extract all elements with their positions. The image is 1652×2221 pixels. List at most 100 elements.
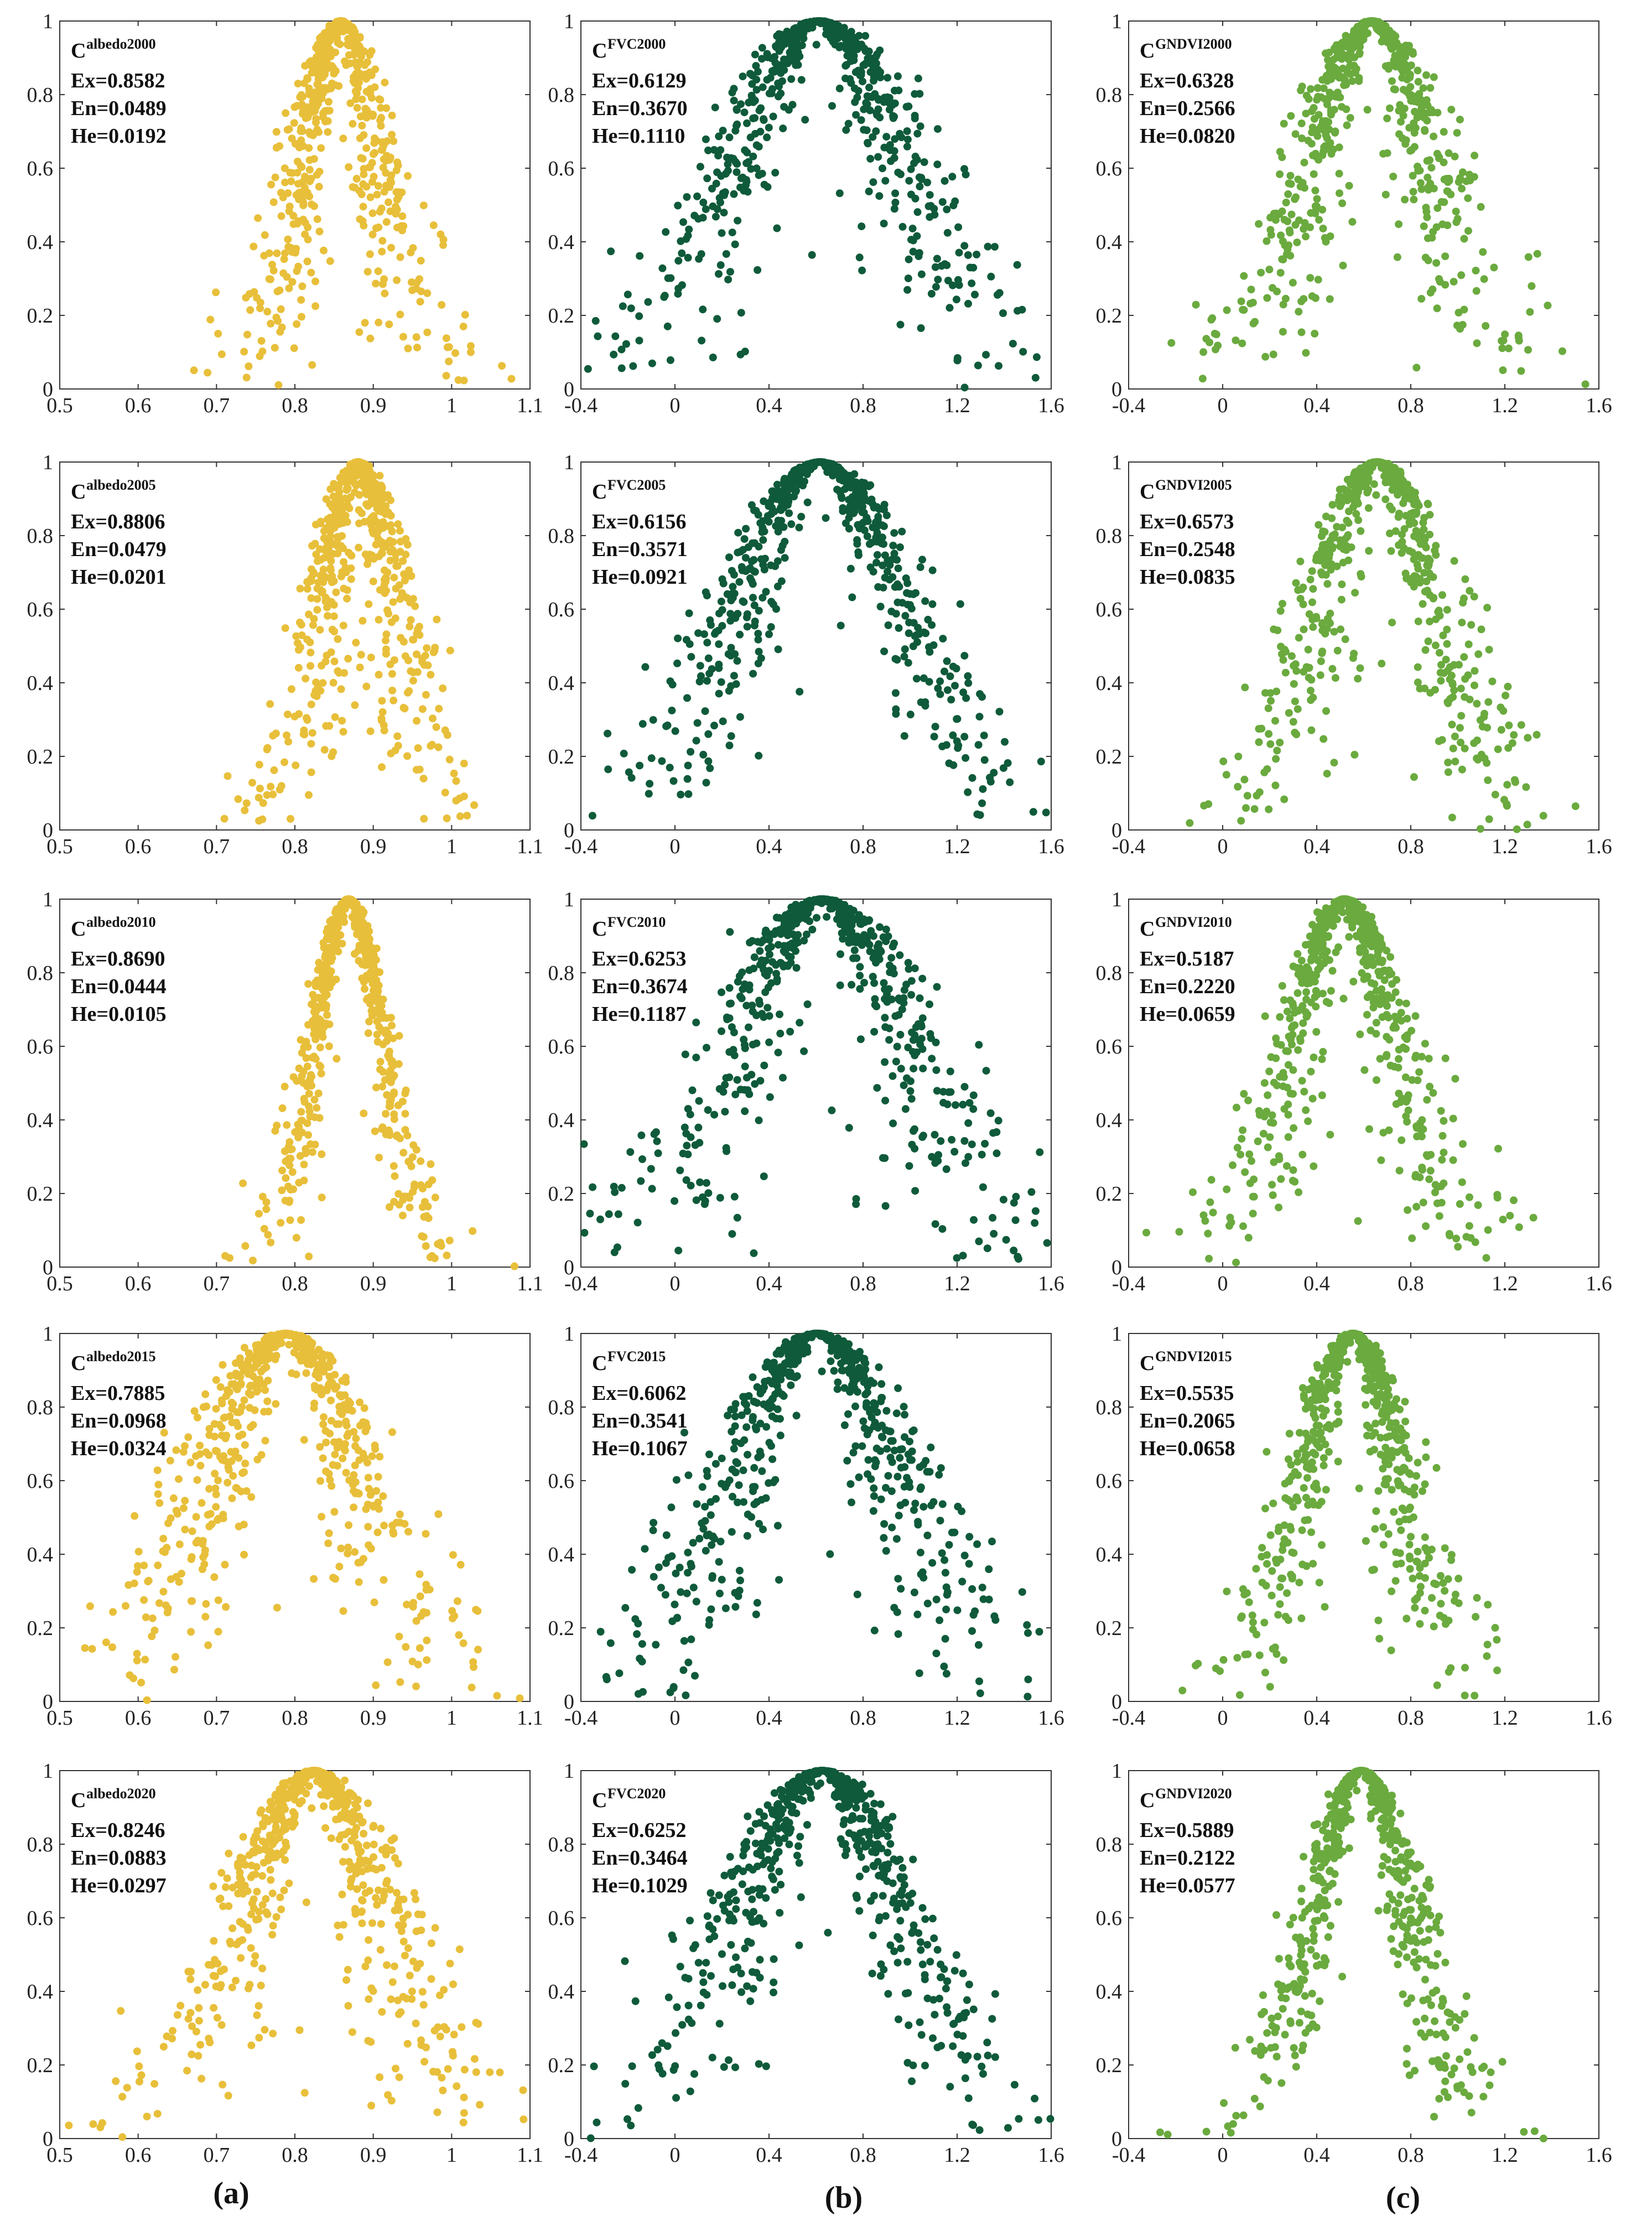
scatter-point <box>1315 521 1323 529</box>
scatter-point <box>387 178 396 186</box>
scatter-point <box>1358 25 1367 33</box>
scatter-point <box>259 799 267 807</box>
scatter-point <box>930 733 938 741</box>
scatter-point <box>375 95 383 103</box>
scatter-point <box>1453 215 1462 223</box>
scatter-point <box>767 561 775 569</box>
scatter-point <box>305 128 313 136</box>
scatter-point <box>1483 604 1492 612</box>
scatter-point <box>384 522 392 531</box>
scatter-point <box>1307 726 1316 734</box>
scatter-point <box>1299 600 1307 609</box>
scatter-point <box>1328 665 1337 673</box>
scatter-point <box>1491 791 1499 799</box>
scatter-point <box>1281 668 1290 677</box>
scatter-point <box>331 713 339 721</box>
scatter-point <box>360 1109 368 1118</box>
scatter-point <box>917 324 925 332</box>
x-tick-label: 0.7 <box>204 835 230 858</box>
scatter-point <box>941 177 949 185</box>
scatter-point <box>896 543 904 551</box>
scatter-point <box>269 790 277 798</box>
scatter-point <box>445 755 454 764</box>
scatter-point <box>255 817 263 825</box>
scatter-point <box>774 645 782 653</box>
scatter-point <box>1471 152 1479 160</box>
scatter-point <box>348 913 356 921</box>
scatter-point <box>287 1154 295 1163</box>
scatter-point <box>971 290 979 299</box>
scatter-point <box>1426 511 1434 519</box>
scatter-point <box>392 203 400 211</box>
scatter-point <box>1410 556 1418 563</box>
scatter-point <box>1241 683 1249 692</box>
scatter-point <box>461 310 469 319</box>
scatter-point <box>1315 155 1323 164</box>
scatter-point <box>299 201 308 210</box>
scatter-point <box>1383 149 1391 157</box>
scatter-point <box>982 351 990 359</box>
scatter-point <box>703 677 711 685</box>
scatter-point <box>326 566 335 574</box>
scatter-point <box>368 230 377 238</box>
scatter-point <box>1305 95 1313 103</box>
scatter-point <box>357 912 366 920</box>
scatter-point <box>463 812 471 819</box>
scatter-point <box>1307 85 1315 93</box>
scatter-point <box>1524 734 1532 742</box>
scatter-point <box>1477 203 1485 211</box>
scatter-point <box>1380 33 1388 41</box>
scatter-point <box>1343 68 1352 76</box>
scatter-point <box>718 606 726 614</box>
scatter-point <box>320 53 328 61</box>
scatter-point <box>267 180 276 189</box>
scatter-point <box>893 598 902 606</box>
scatter-point <box>295 1179 303 1187</box>
scatter-point <box>1270 625 1278 634</box>
scatter-point <box>1266 740 1275 748</box>
scatter-point <box>325 98 333 106</box>
scatter-point <box>262 1205 271 1213</box>
scatter-point <box>1414 77 1422 86</box>
scatter-point <box>747 165 755 173</box>
scatter-point <box>437 230 445 238</box>
scatter-point <box>771 59 780 67</box>
scatter-point <box>699 750 708 759</box>
scatter-point <box>1327 75 1335 84</box>
scatter-point <box>266 275 274 283</box>
scatter-point <box>313 1104 321 1112</box>
scatter-point <box>418 1203 427 1211</box>
scatter-point <box>1581 380 1589 388</box>
scatter-point <box>1390 479 1399 486</box>
ex-label: Ex=0.8806 <box>71 510 165 533</box>
scatter-point <box>916 90 924 98</box>
scatter-point <box>390 1115 398 1123</box>
scatter-point <box>1426 617 1434 626</box>
scatter-point <box>271 173 279 181</box>
scatter-point <box>902 574 910 583</box>
scatter-point <box>284 235 292 243</box>
scatter-point <box>756 1077 765 1085</box>
scatter-point <box>661 292 669 300</box>
scatter-point <box>277 212 285 220</box>
scatter-point <box>1346 114 1354 122</box>
scatter-point <box>733 1076 741 1084</box>
scatter-point <box>1386 104 1394 112</box>
scatter-point <box>442 372 450 380</box>
scatter-point <box>1457 712 1466 720</box>
scatter-point <box>1460 235 1468 243</box>
scatter-point <box>768 487 776 495</box>
scatter-point <box>375 671 383 679</box>
scatter-point <box>1415 502 1423 510</box>
y-tick-label: 0.6 <box>548 157 575 180</box>
scatter-point <box>763 183 772 191</box>
scatter-point <box>893 556 901 564</box>
scatter-point <box>290 713 299 720</box>
scatter-point <box>903 136 912 144</box>
scatter-point <box>884 567 892 575</box>
scatter-point <box>308 542 316 550</box>
scatter-point <box>1333 646 1342 655</box>
scatter-point <box>915 249 923 257</box>
scatter-point <box>1417 554 1425 562</box>
scatter-point <box>305 1107 314 1115</box>
